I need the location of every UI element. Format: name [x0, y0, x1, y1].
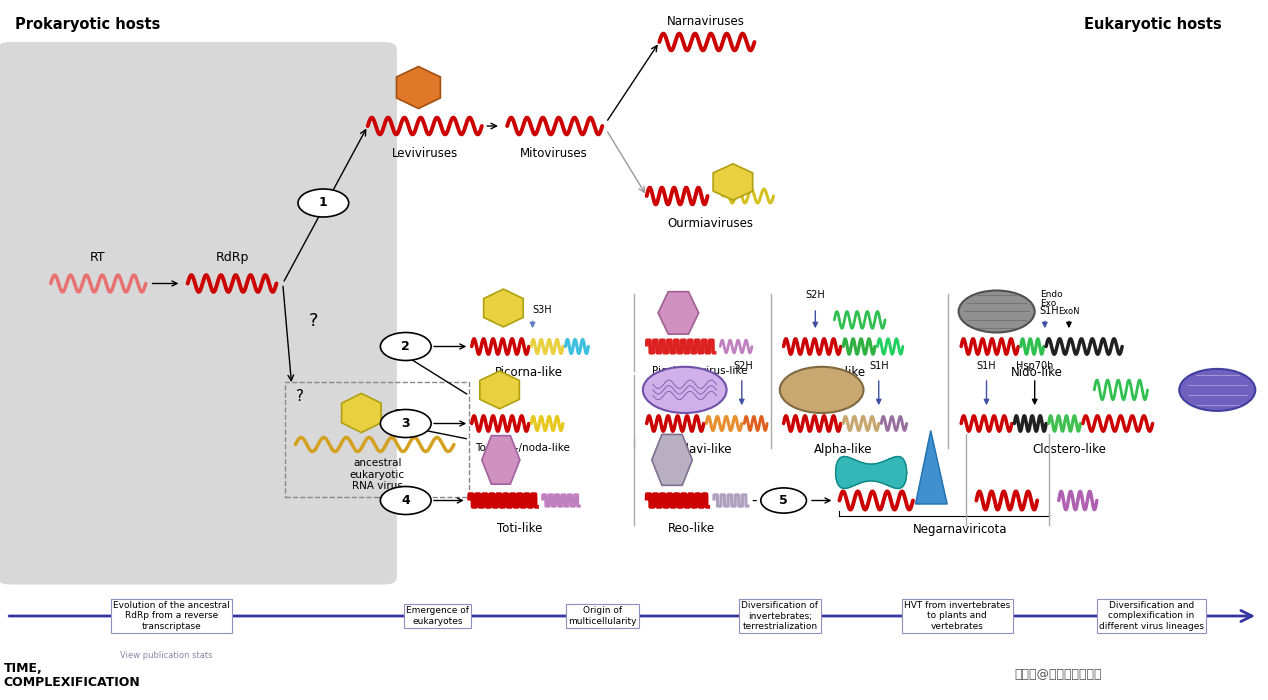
Polygon shape: [483, 289, 524, 327]
Text: ExoN: ExoN: [1059, 307, 1079, 316]
Text: RdRp: RdRp: [216, 251, 249, 264]
Polygon shape: [713, 164, 753, 200]
Text: Toti-like: Toti-like: [497, 522, 543, 535]
Text: S3H: S3H: [533, 305, 552, 315]
Text: Hsp70h: Hsp70h: [1016, 361, 1054, 371]
Circle shape: [1179, 369, 1255, 411]
Text: Clostero-like: Clostero-like: [1032, 443, 1106, 456]
Text: S1H: S1H: [1040, 307, 1059, 316]
Circle shape: [380, 332, 431, 360]
Text: 2: 2: [402, 340, 410, 353]
Text: -: -: [752, 493, 757, 508]
Text: Poty-like: Poty-like: [815, 366, 866, 379]
Text: Evolution of the ancestral
RdRp from a reverse
transcriptase: Evolution of the ancestral RdRp from a r…: [113, 601, 230, 631]
Text: View publication stats: View publication stats: [120, 651, 213, 660]
Text: Picorna-like: Picorna-like: [495, 366, 563, 379]
Text: S1H: S1H: [870, 361, 889, 371]
Circle shape: [780, 367, 864, 413]
FancyBboxPatch shape: [0, 42, 397, 584]
Text: 1: 1: [320, 197, 327, 209]
Text: RT: RT: [90, 251, 105, 264]
Polygon shape: [482, 435, 520, 484]
Text: S2H: S2H: [805, 290, 825, 300]
Polygon shape: [479, 371, 520, 409]
Text: ?: ?: [295, 389, 303, 403]
Text: Origin of
multicellularity: Origin of multicellularity: [568, 606, 637, 626]
Circle shape: [959, 290, 1035, 332]
Text: S1H: S1H: [976, 361, 997, 371]
Text: 4: 4: [402, 494, 410, 507]
Polygon shape: [658, 292, 699, 334]
Text: SJR: SJR: [393, 410, 411, 419]
Text: Narnaviruses: Narnaviruses: [667, 15, 746, 28]
Text: Ourmiaviruses: Ourmiaviruses: [667, 217, 753, 230]
Text: Reo-like: Reo-like: [667, 522, 715, 535]
Text: Leviviruses: Leviviruses: [392, 147, 458, 160]
Text: Flavi-like: Flavi-like: [680, 443, 733, 456]
Text: 5: 5: [780, 494, 787, 507]
Text: Mitoviruses: Mitoviruses: [520, 147, 588, 160]
Circle shape: [761, 488, 806, 513]
Text: Diversification of
invertebrates;
terrestrialization: Diversification of invertebrates; terres…: [742, 601, 818, 631]
Text: Prokaryotic hosts: Prokaryotic hosts: [15, 18, 161, 32]
Text: Alpha-like: Alpha-like: [814, 443, 872, 456]
Text: Tombus-/noda-like: Tombus-/noda-like: [476, 443, 569, 453]
Polygon shape: [652, 435, 692, 485]
Circle shape: [380, 410, 431, 438]
Text: TIME,
COMPLEXIFICATION: TIME, COMPLEXIFICATION: [4, 662, 141, 690]
Text: Emergence of
eukaryotes: Emergence of eukaryotes: [406, 606, 469, 626]
Text: HVT from invertebrates
to plants and
vertebrates: HVT from invertebrates to plants and ver…: [904, 601, 1011, 631]
Polygon shape: [341, 393, 382, 433]
Polygon shape: [915, 430, 947, 504]
Polygon shape: [397, 66, 440, 108]
Polygon shape: [836, 456, 907, 489]
Circle shape: [380, 486, 431, 514]
Text: Exo: Exo: [1040, 299, 1056, 308]
Text: Diversification and
complexification in
different virus lineages: Diversification and complexification in …: [1099, 601, 1203, 631]
Text: 搜狐号@深圳易基因科技: 搜狐号@深圳易基因科技: [1014, 668, 1102, 682]
Text: Picobirnavirus-like: Picobirnavirus-like: [652, 366, 748, 376]
Text: Nido-like: Nido-like: [1012, 366, 1063, 379]
Text: Negarnaviricota: Negarnaviricota: [913, 523, 1007, 536]
Text: S2H: S2H: [733, 361, 753, 371]
Text: Endo: Endo: [1040, 290, 1063, 299]
Text: ?: ?: [308, 312, 318, 330]
Circle shape: [643, 367, 727, 413]
Text: ancestral
eukaryotic
RNA virus: ancestral eukaryotic RNA virus: [350, 458, 404, 491]
Circle shape: [298, 189, 349, 217]
Text: 3: 3: [402, 417, 410, 430]
Text: Eukaryotic hosts: Eukaryotic hosts: [1084, 18, 1222, 32]
